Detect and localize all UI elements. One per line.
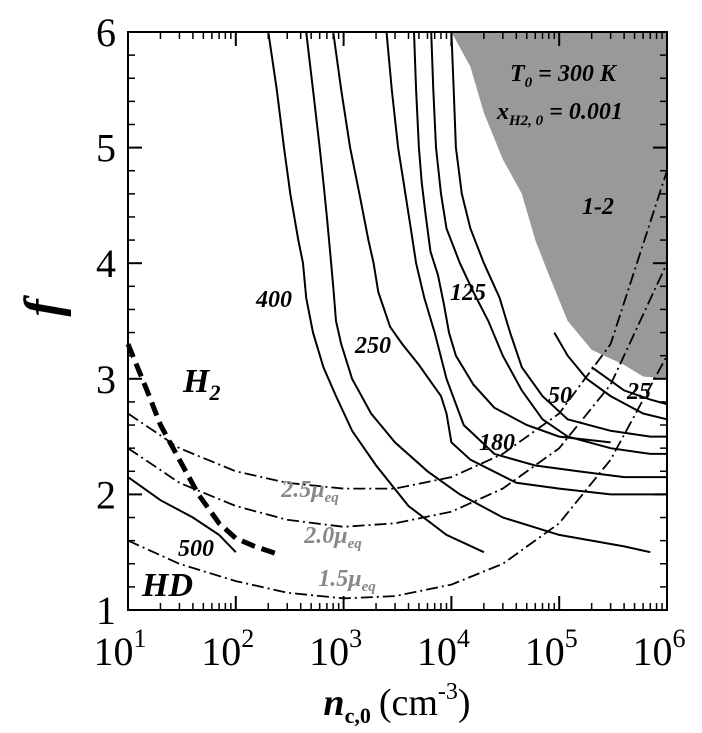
x-tick-label: 103 (309, 624, 362, 674)
mu-curve-label: 2.5μeq (280, 477, 339, 506)
x-tick-label: 101 (94, 624, 147, 674)
mu-curve (127, 262, 668, 528)
contour-line (127, 476, 237, 553)
contour-label: 500 (178, 536, 214, 562)
params-line-2: xH2, 0 = 0.001 (496, 99, 623, 129)
y-tick-label: 5 (96, 126, 116, 171)
contour-line (553, 332, 668, 421)
x-tick-label: 106 (633, 624, 686, 674)
contour-line (430, 31, 667, 455)
shaded-region-layer (451, 32, 667, 379)
y-tick-label: 4 (96, 241, 116, 286)
contour-label: 125 (450, 280, 486, 306)
contour-line (413, 31, 611, 444)
y-tick-label: 2 (96, 472, 116, 517)
y-tick-label: 3 (96, 357, 116, 402)
mu-curve-label: 1.5μeq (318, 566, 376, 595)
contour-line (267, 31, 485, 554)
contour-line (332, 31, 667, 496)
contour-line (450, 31, 667, 438)
shaded-region-label: 1-2 (582, 194, 614, 220)
mu-curve (127, 170, 668, 490)
dashed-boundary-line (125, 343, 280, 557)
contour-label: 50 (548, 383, 572, 409)
tick-marks-layer (127, 31, 668, 611)
plot-frame (127, 31, 668, 611)
shaded-region (451, 32, 667, 379)
x-tick-label: 104 (417, 624, 470, 674)
y-tick-label: 6 (96, 10, 116, 55)
mu-curves-layer (127, 170, 668, 600)
y-tick-label: 1 (96, 588, 116, 633)
contour-lines-layer (127, 31, 668, 554)
x-axis-title: nc,0 (cm-3) (323, 679, 470, 728)
contour-line (385, 31, 667, 479)
region-label-hd: HD (141, 567, 193, 604)
mu-curve (127, 355, 668, 600)
x-tick-label: 105 (525, 624, 578, 674)
region-label-h2: H2 (182, 363, 220, 405)
y-axis-title: f (15, 295, 72, 317)
mu-curve-label: 2.0μeq (303, 523, 362, 552)
dashed-boundary-layer (125, 343, 280, 557)
contour-line (591, 366, 668, 406)
contour-label: 25 (626, 379, 651, 405)
x-tick-label: 102 (201, 624, 254, 674)
contour-label: 250 (354, 333, 391, 359)
contour-label: 180 (479, 430, 515, 456)
contour-line (305, 31, 651, 554)
contour-label: 400 (255, 287, 292, 313)
params-line-1: T0 = 300 K (510, 61, 618, 91)
